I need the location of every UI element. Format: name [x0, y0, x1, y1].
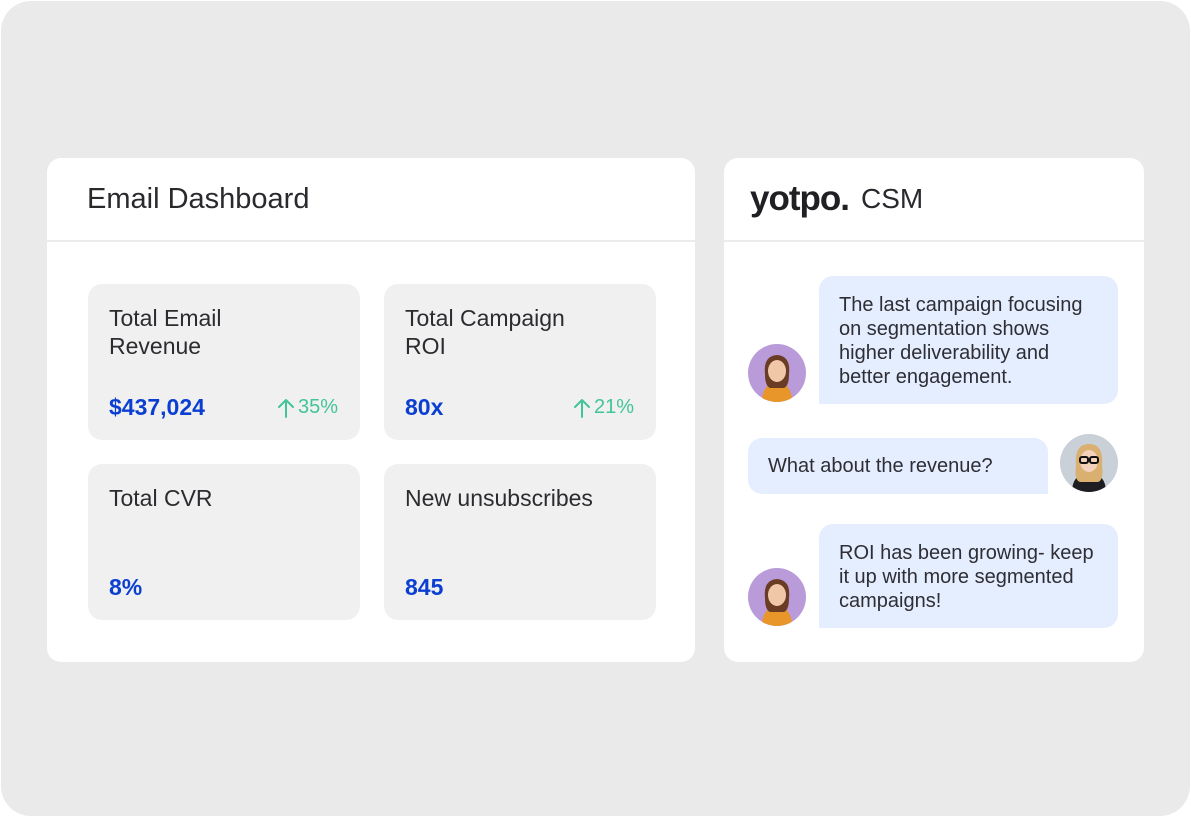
metric-change-value: 21% — [593, 396, 634, 418]
metric-label: New unsubscribes — [405, 485, 593, 511]
metric-value: 80x — [405, 394, 444, 420]
email-dashboard-card: Email Dashboard Total Email Revenue $437… — [47, 158, 695, 662]
metric-change: 35% — [277, 396, 338, 419]
metric-change: 21% — [573, 396, 634, 419]
dashboard-header: Email Dashboard — [47, 158, 695, 242]
chat-message-csm: ROI has been growing- keep it up with mo… — [819, 524, 1118, 628]
metric-label: Total Campaign ROI — [405, 305, 565, 359]
dashboard-title: Email Dashboard — [87, 182, 310, 215]
chat-header: yotpo. CSM — [724, 158, 1144, 242]
chat-title: CSM — [860, 183, 924, 214]
metric-change-value: 35% — [297, 396, 338, 418]
chat-message-csm: The last campaign focusing on segmentati… — [819, 276, 1118, 404]
metric-value: 8% — [109, 574, 143, 600]
metric-label: Total Email Revenue — [109, 305, 222, 359]
csm-avatar — [748, 568, 806, 626]
user-avatar — [1060, 434, 1118, 492]
metric-card-new-unsubscribes[interactable]: New unsubscribes 845 — [384, 464, 656, 620]
metric-value: $437,024 — [109, 394, 205, 420]
metric-card-total-campaign-roi[interactable]: Total Campaign ROI 80x 21% — [384, 284, 656, 440]
yotpo-logo: yotpo. — [750, 179, 850, 218]
metric-label: Total CVR — [109, 485, 213, 511]
chat-message-user: What about the revenue? — [748, 438, 1048, 494]
arrow-up-icon — [573, 398, 590, 418]
arrow-up-icon — [277, 398, 294, 418]
metric-card-total-email-revenue[interactable]: Total Email Revenue $437,024 35% — [88, 284, 360, 440]
metric-value: 845 — [405, 574, 444, 600]
metric-card-total-cvr[interactable]: Total CVR 8% — [88, 464, 360, 620]
csm-avatar — [748, 344, 806, 402]
csm-chat-card: yotpo. CSM The last campaign focusing on… — [724, 158, 1144, 662]
